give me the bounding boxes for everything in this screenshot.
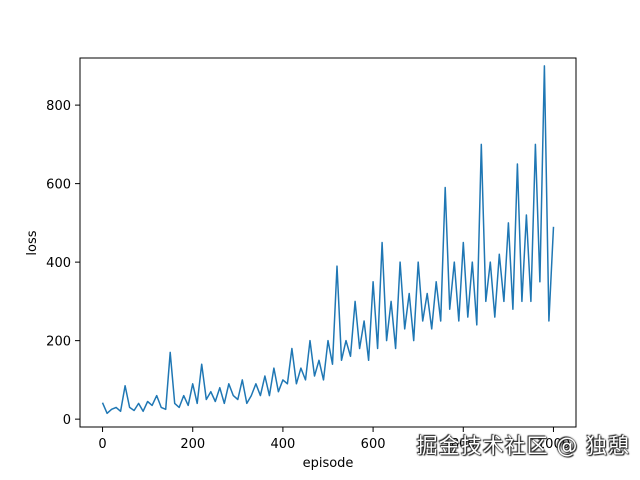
x-tick-label: 600 bbox=[361, 437, 386, 452]
x-tick-label: 0 bbox=[98, 437, 106, 452]
y-tick-label: 800 bbox=[46, 99, 71, 114]
plot-area bbox=[80, 58, 576, 427]
x-axis-ticks: 0 200 400 600 800 1000 bbox=[98, 427, 570, 452]
watermark: 掘金技术社区 @ 独憩 bbox=[416, 434, 630, 458]
y-tick-label: 600 bbox=[46, 178, 71, 193]
series-line bbox=[101, 65, 555, 415]
x-axis-label: episode bbox=[303, 456, 354, 471]
y-tick-label: 0 bbox=[63, 413, 71, 428]
x-tick-label: 1000 bbox=[537, 437, 570, 452]
x-tick-label: 200 bbox=[180, 437, 205, 452]
axes-frame bbox=[79, 57, 577, 428]
series-layer bbox=[101, 65, 555, 415]
x-tick-label: 800 bbox=[451, 437, 476, 452]
y-tick-label: 400 bbox=[46, 256, 71, 271]
y-tick-label: 200 bbox=[46, 335, 71, 350]
y-axis-label: loss bbox=[25, 230, 40, 255]
y-axis-ticks: 0 200 400 600 800 bbox=[46, 99, 80, 428]
x-tick-label: 400 bbox=[270, 437, 295, 452]
